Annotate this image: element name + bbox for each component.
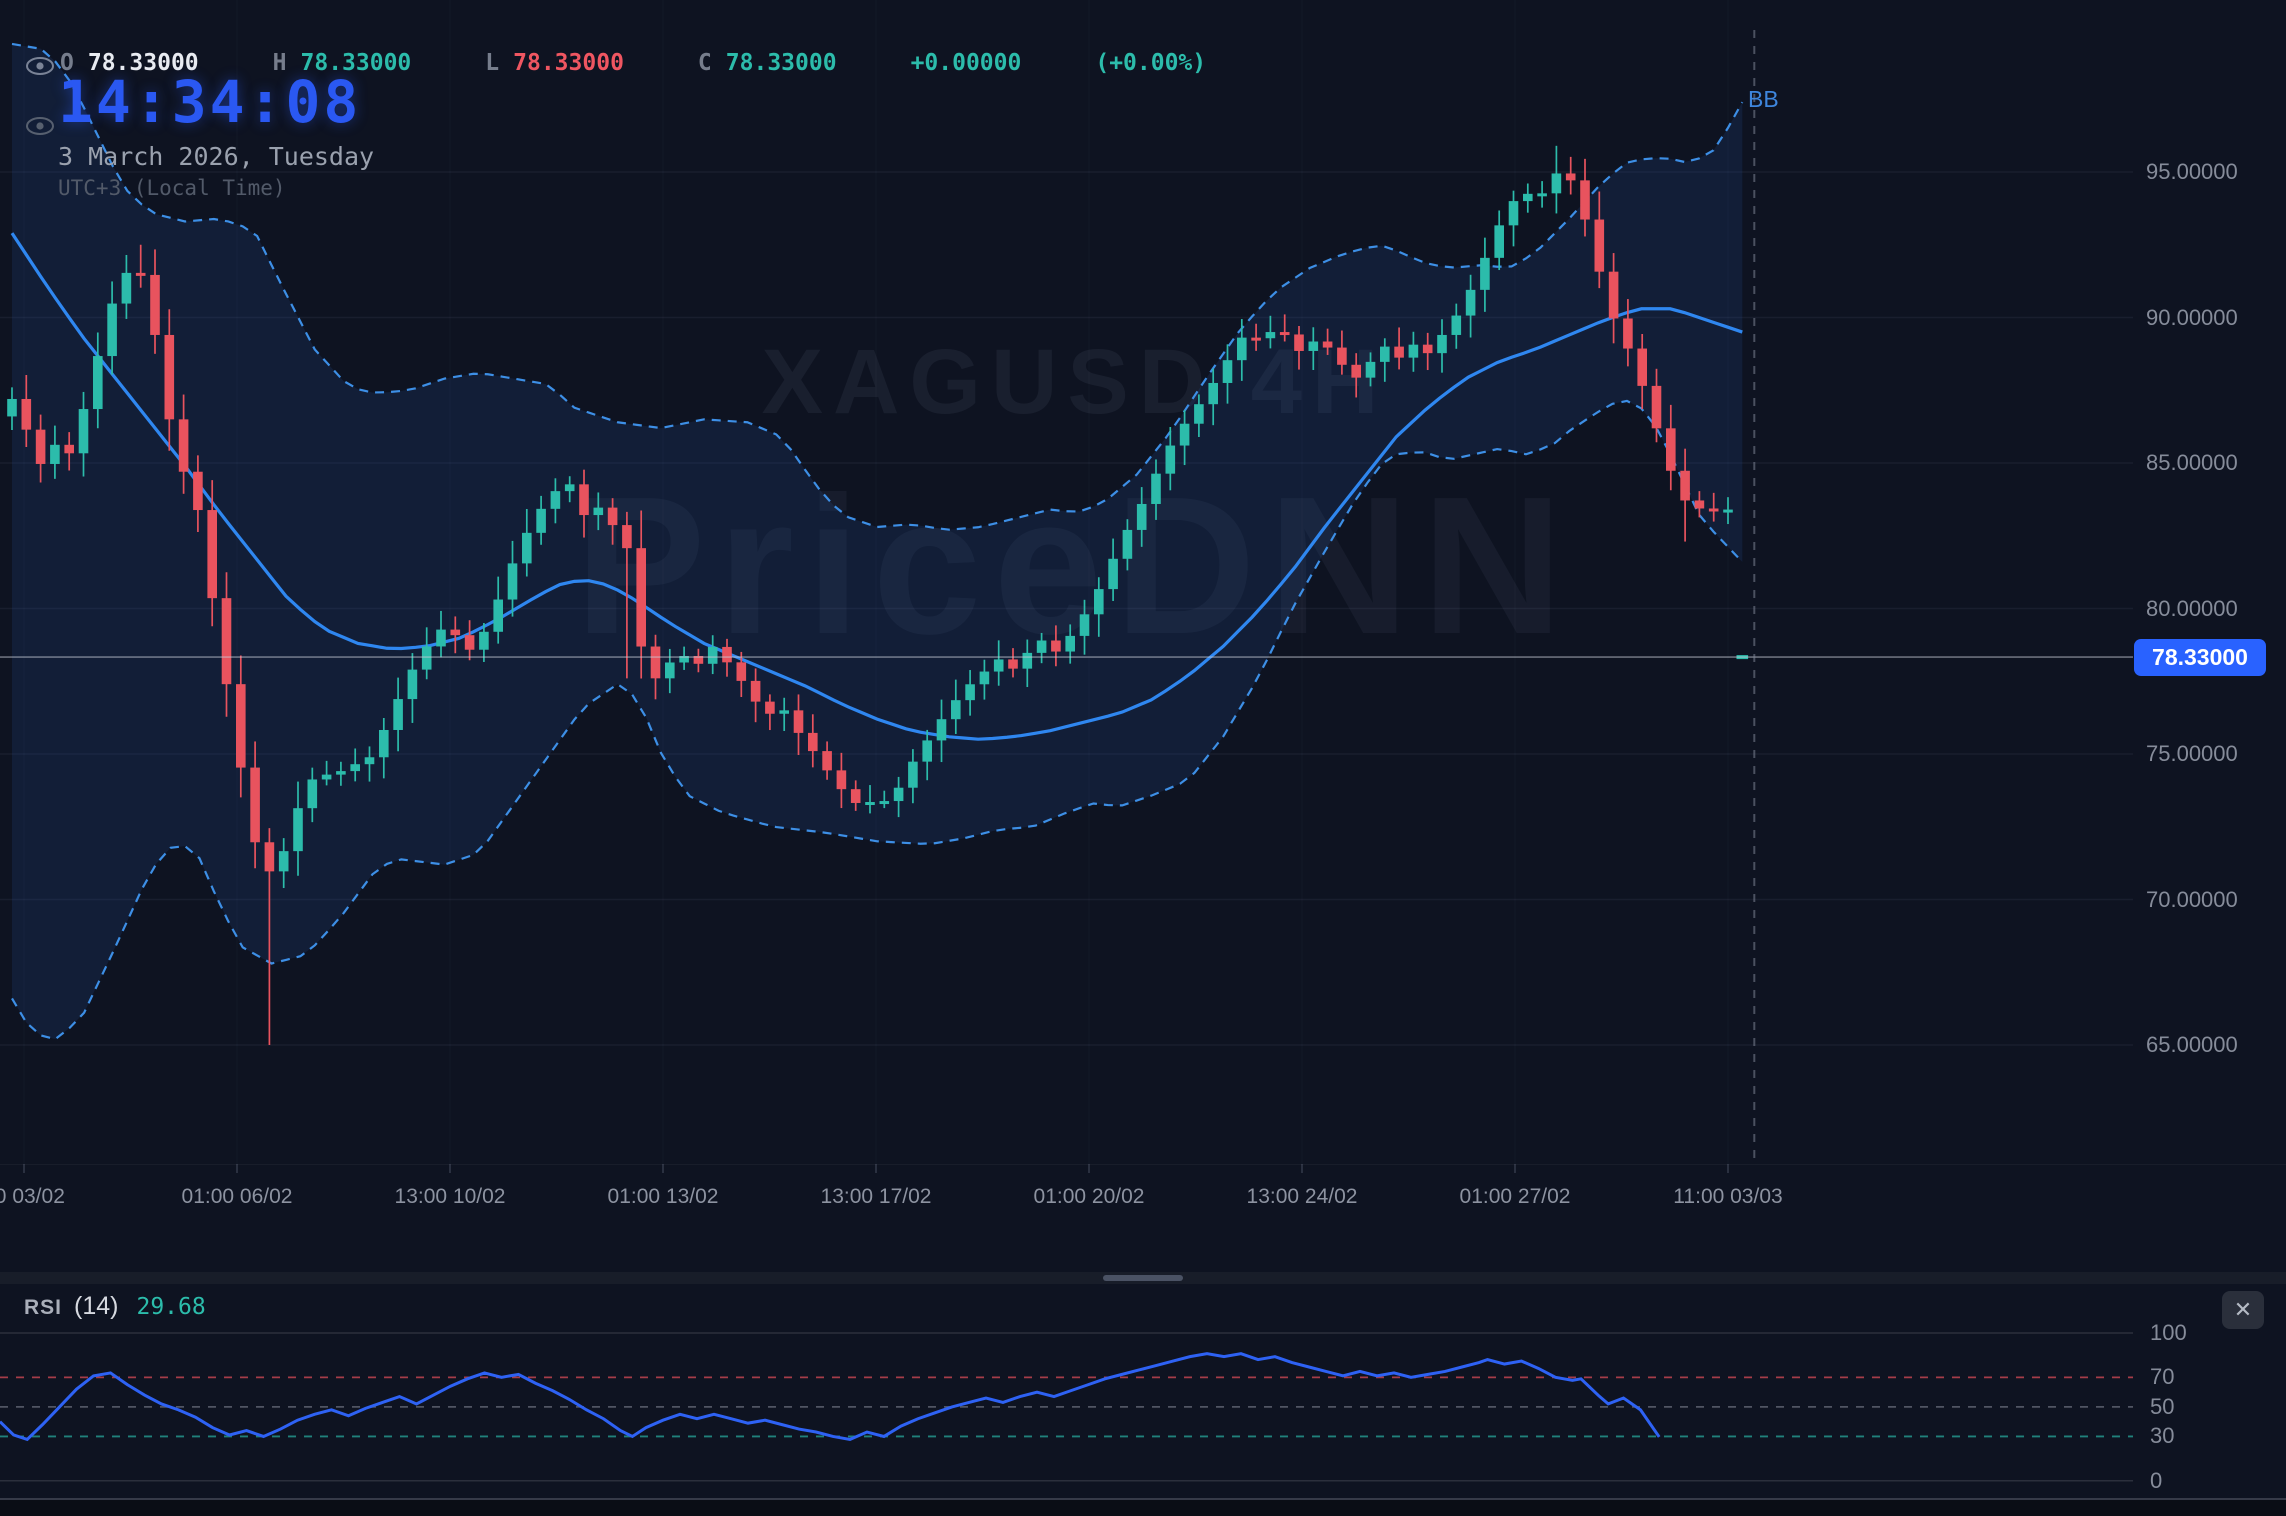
price-tick-label: 85.00000 bbox=[2146, 450, 2238, 476]
pane-resize-handle[interactable] bbox=[1103, 1275, 1183, 1281]
time-tick-label: 13:00 17/02 bbox=[821, 1185, 932, 1209]
clock-date: 3 March 2026, Tuesday bbox=[58, 142, 374, 171]
close-value: 78.33000 bbox=[726, 50, 837, 76]
rsi-tick-label: 100 bbox=[2150, 1320, 2187, 1346]
low-label: L bbox=[485, 50, 499, 76]
eye-visibility-icon-2[interactable] bbox=[24, 116, 56, 136]
rsi-pane[interactable]: RSI (14) 29.68 ✕ 100 70 50 30 0 bbox=[0, 1284, 2286, 1499]
time-tick-label: 01:00 06/02 bbox=[182, 1185, 293, 1209]
trading-chart-app: XAGUSD 4H PriceDNN O78.33000H78.33000L78… bbox=[0, 0, 2286, 1516]
time-tick-label: 13:00 10/02 bbox=[395, 1185, 506, 1209]
time-tick-label: 01:00 13/02 bbox=[608, 1185, 719, 1209]
rsi-close-button[interactable]: ✕ bbox=[2222, 1291, 2264, 1329]
rsi-tick-label: 70 bbox=[2150, 1364, 2174, 1390]
time-tick-label: 00 03/02 bbox=[0, 1185, 65, 1209]
rsi-title: RSI bbox=[24, 1296, 62, 1319]
change-percent: (+0.00%) bbox=[1095, 50, 1206, 76]
price-tick-label: 95.00000 bbox=[2146, 159, 2238, 185]
time-tick-label: 13:00 24/02 bbox=[1247, 1185, 1358, 1209]
pane-divider[interactable] bbox=[0, 1272, 2286, 1284]
bottom-toolbar bbox=[0, 1500, 2286, 1516]
rsi-tick-label: 50 bbox=[2150, 1394, 2174, 1420]
bollinger-band-label: BB bbox=[1748, 86, 1779, 113]
watermark-symbol: XAGUSD 4H bbox=[0, 330, 2150, 435]
clock-timezone: UTC+3 (Local Time) bbox=[58, 176, 286, 200]
time-tick-label: 01:00 27/02 bbox=[1460, 1185, 1571, 1209]
low-value: 78.33000 bbox=[513, 50, 624, 76]
change-value: +0.00000 bbox=[911, 50, 1022, 76]
time-axis[interactable]: 00 03/02 01:00 06/02 13:00 10/02 01:00 13/0… bbox=[0, 1164, 2286, 1273]
time-tick-label: 11:00 03/03 bbox=[1673, 1185, 1782, 1209]
rsi-value: 29.68 bbox=[136, 1294, 205, 1320]
rsi-params: (14) bbox=[74, 1292, 118, 1320]
rsi-header: RSI (14) 29.68 bbox=[24, 1292, 206, 1321]
close-label: C bbox=[698, 50, 712, 76]
price-tick-label: 80.00000 bbox=[2146, 596, 2238, 622]
time-tick-label: 01:00 20/02 bbox=[1034, 1185, 1145, 1209]
watermark: XAGUSD 4H PriceDNN bbox=[0, 330, 2150, 678]
rsi-tick-label: 30 bbox=[2150, 1423, 2174, 1449]
rsi-tick-label: 0 bbox=[2150, 1468, 2162, 1494]
price-tick-label: 70.00000 bbox=[2146, 887, 2238, 913]
price-tick-label: 65.00000 bbox=[2146, 1032, 2238, 1058]
price-tick-label: 75.00000 bbox=[2146, 741, 2238, 767]
clock-display: 14:34:08 bbox=[58, 68, 361, 136]
price-tick-label: 90.00000 bbox=[2146, 305, 2238, 331]
last-price-badge: 78.33000 bbox=[2134, 639, 2266, 676]
watermark-brand: PriceDNN bbox=[0, 453, 2150, 678]
eye-visibility-icon[interactable] bbox=[24, 56, 56, 76]
